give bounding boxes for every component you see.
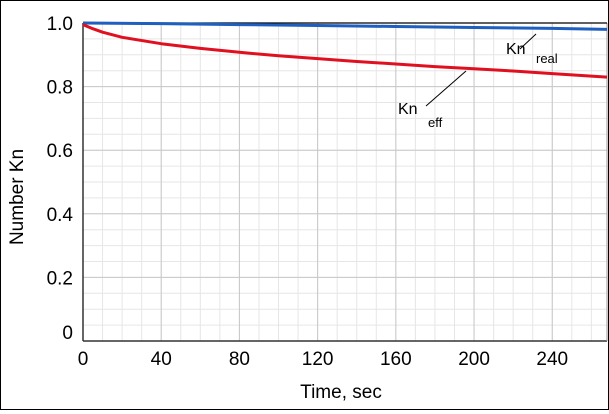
y-tick-label: 0.6 <box>47 141 73 162</box>
x-tick-label: 240 <box>536 349 568 370</box>
y-axis-ticks: 0 0.2 0.4 0.6 0.8 1.0 <box>47 14 74 344</box>
series-line-eff <box>82 23 608 79</box>
leader-line-eff <box>425 70 467 107</box>
label-kn-eff: Kn <box>398 101 418 118</box>
series-line-real <box>82 21 608 31</box>
series-layer <box>82 21 608 79</box>
y-tick-label: 0.8 <box>47 78 73 99</box>
x-tick-label: 160 <box>380 349 412 370</box>
label-kn-eff-subscript: eff <box>428 115 443 130</box>
label-kn-real: Kn <box>506 41 526 58</box>
x-tick-label: 40 <box>151 349 172 370</box>
y-tick-label: 1.0 <box>47 14 73 35</box>
x-tick-label: 120 <box>302 349 334 370</box>
x-axis-label: Time, sec <box>300 382 382 403</box>
y-tick-label: 0.4 <box>47 205 74 226</box>
x-tick-label: 200 <box>458 349 490 370</box>
x-axis-ticks: 0 40 80 120 160 200 240 <box>78 349 568 370</box>
y-axis-label: Number Kn <box>7 149 28 245</box>
leader-line-real <box>519 33 537 50</box>
label-kn-real-subscript: real <box>536 51 558 66</box>
y-tick-label: 0 <box>62 323 73 344</box>
x-tick-label: 0 <box>78 349 89 370</box>
x-tick-label: 80 <box>229 349 250 370</box>
y-tick-label: 0.2 <box>47 268 73 289</box>
